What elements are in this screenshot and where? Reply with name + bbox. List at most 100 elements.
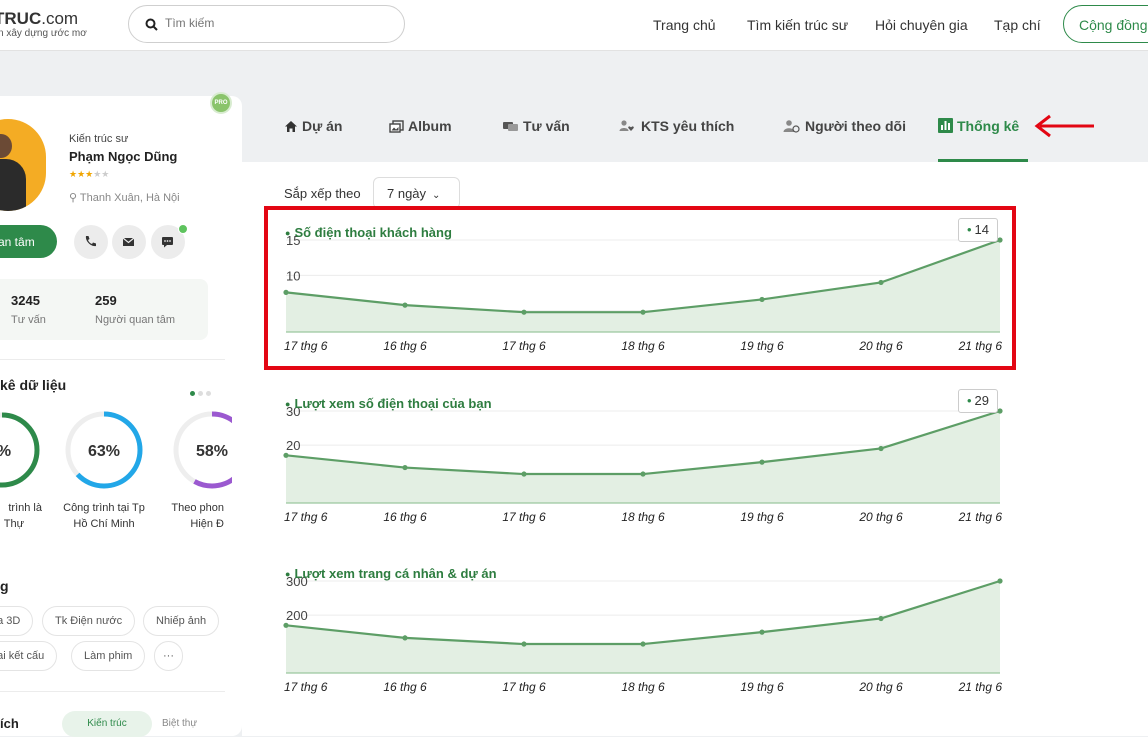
data-point <box>402 302 408 308</box>
stat-ring-1: % <box>0 412 40 488</box>
x-tick-label: 21 thg 6 <box>958 510 1003 524</box>
email-button[interactable] <box>112 225 146 259</box>
data-point <box>521 471 527 477</box>
profile-location: ⚲ Thanh Xuân, Hà Nội <box>69 192 180 204</box>
hobby-pill-active[interactable]: Kiến trúc <box>62 711 152 737</box>
search-box[interactable] <box>128 5 405 43</box>
profile-name[interactable]: Phạm Ngọc Dũng <box>69 149 178 164</box>
data-point <box>997 237 1003 243</box>
tag-3d[interactable]: ba 3D <box>0 606 34 636</box>
tag-photography[interactable]: Nhiếp ảnh <box>143 606 220 636</box>
chart-title: Lượt xem số điện thoại của bạn <box>285 396 491 411</box>
consult-count: 3245 <box>11 293 40 308</box>
stat-ring-2: 63% <box>65 411 143 489</box>
tag-film[interactable]: Làm phim <box>71 641 146 671</box>
data-point <box>521 309 527 315</box>
rating-stars: ★★★★★ <box>69 169 110 179</box>
chart-plot: 10203017 thg 616 thg 617 thg 618 thg 619… <box>283 404 1003 524</box>
search-input[interactable] <box>163 15 387 31</box>
x-tick-label: 19 thg 6 <box>740 510 784 524</box>
chart-total-badge: 29 <box>958 389 998 413</box>
community-button[interactable]: Cộng đồng <box>1063 5 1148 43</box>
bar-chart-icon <box>938 118 953 133</box>
data-point <box>878 445 884 452</box>
call-button[interactable] <box>74 225 108 259</box>
envelope-icon <box>122 237 135 246</box>
chart-profile-views: 10020030017 thg 616 thg 617 thg 618 thg … <box>280 550 1008 700</box>
consult-label: Tư vấn <box>11 314 46 326</box>
more-tags-button[interactable]: ··· <box>154 641 183 671</box>
tab-followers[interactable]: Người theo dõi <box>783 118 906 134</box>
highlight-box <box>264 206 1016 370</box>
x-tick-label: 21 thg 6 <box>958 339 1003 353</box>
site-logo[interactable]: TRUC.com <box>0 9 79 28</box>
phone-icon <box>85 236 96 247</box>
sort-label: Sắp xếp theo <box>284 186 361 201</box>
y-tick-label: 200 <box>286 608 308 623</box>
stat-ring-3: 58% <box>173 411 232 489</box>
tab-album[interactable]: Album <box>389 118 452 134</box>
stat-ring-1-value: % <box>0 443 11 460</box>
chart-total-badge: 14 <box>958 218 998 242</box>
avatar[interactable] <box>0 119 46 211</box>
x-tick-label: 16 thg 6 <box>383 339 427 353</box>
x-tick-label: 17 thg 6 <box>502 680 546 694</box>
series-area <box>286 240 1000 332</box>
x-tick-label: 17 thg 6 <box>284 339 328 353</box>
services-title: g <box>0 578 9 594</box>
data-point <box>759 459 765 465</box>
data-point <box>521 641 527 647</box>
x-tick-label: 19 thg 6 <box>740 680 784 694</box>
x-tick-label: 21 thg 6 <box>958 680 1003 694</box>
follower-count: 259 <box>95 293 117 308</box>
data-point <box>759 629 765 635</box>
logo-tagline: n xây dựng ước mơ <box>0 28 87 39</box>
home-icon <box>285 121 297 132</box>
data-point <box>640 471 646 477</box>
x-tick-label: 17 thg 6 <box>502 339 546 353</box>
divider <box>0 359 225 360</box>
y-tick-label: 10 <box>286 268 300 283</box>
tab-projects[interactable]: Dự án <box>284 118 342 134</box>
sort-select[interactable]: 7 ngày ⌄ <box>373 177 460 209</box>
chart-plot: 10020030017 thg 616 thg 617 thg 618 thg … <box>283 574 1003 694</box>
data-point <box>283 452 289 458</box>
tag-electric-water[interactable]: Tk Điện nước <box>42 606 136 636</box>
pro-badge: PRO <box>210 92 232 114</box>
stat-ring-2-label: Công trình tại Tp Hồ Chí Minh <box>63 502 145 530</box>
data-point <box>283 622 289 628</box>
data-point <box>402 635 408 641</box>
x-tick-label: 20 thg 6 <box>858 680 903 694</box>
nav-home[interactable]: Trang chủ <box>653 17 716 33</box>
follow-button[interactable]: an tâm <box>0 225 57 258</box>
tab-statistics[interactable]: Thống kê <box>938 118 1019 134</box>
data-stats-title: kê dữ liệu <box>0 377 67 393</box>
tag-structure[interactable]: hai kết cấu <box>0 641 58 671</box>
data-point <box>997 578 1003 584</box>
stats-box <box>0 279 208 340</box>
chart-title: Số điện thoại khách hàng <box>285 225 451 240</box>
y-tick-label: 20 <box>286 438 300 453</box>
nav-magazine[interactable]: Tạp chí <box>994 17 1041 33</box>
x-tick-label: 18 thg 6 <box>621 680 665 694</box>
user-follow-icon <box>783 120 800 133</box>
data-point <box>640 309 646 315</box>
stat-ring-1-label: trình là Thự <box>3 502 42 530</box>
search-icon <box>145 18 158 31</box>
nav-find-architect[interactable]: Tìm kiến trúc sư <box>747 17 849 33</box>
series-area <box>286 411 1000 503</box>
data-point <box>997 408 1003 414</box>
nav-ask-expert[interactable]: Hỏi chuyên gia <box>875 17 968 33</box>
top-navbar: TRUC.com n xây dựng ước mơ Trang chủ Tìm… <box>0 0 1148 51</box>
x-tick-label: 17 thg 6 <box>502 510 546 524</box>
carousel-dots[interactable] <box>190 383 214 401</box>
tab-favorite-architects[interactable]: KTS yêu thích <box>619 118 734 134</box>
tab-consult[interactable]: Tư vấn <box>502 118 570 134</box>
chart-plot: 5101517 thg 616 thg 617 thg 618 thg 619 … <box>283 233 1003 353</box>
x-tick-label: 18 thg 6 <box>621 339 665 353</box>
data-point <box>283 289 289 295</box>
x-tick-label: 16 thg 6 <box>383 680 427 694</box>
users-heart-icon <box>619 120 634 131</box>
chat-icon <box>162 237 173 248</box>
data-point <box>640 641 646 647</box>
